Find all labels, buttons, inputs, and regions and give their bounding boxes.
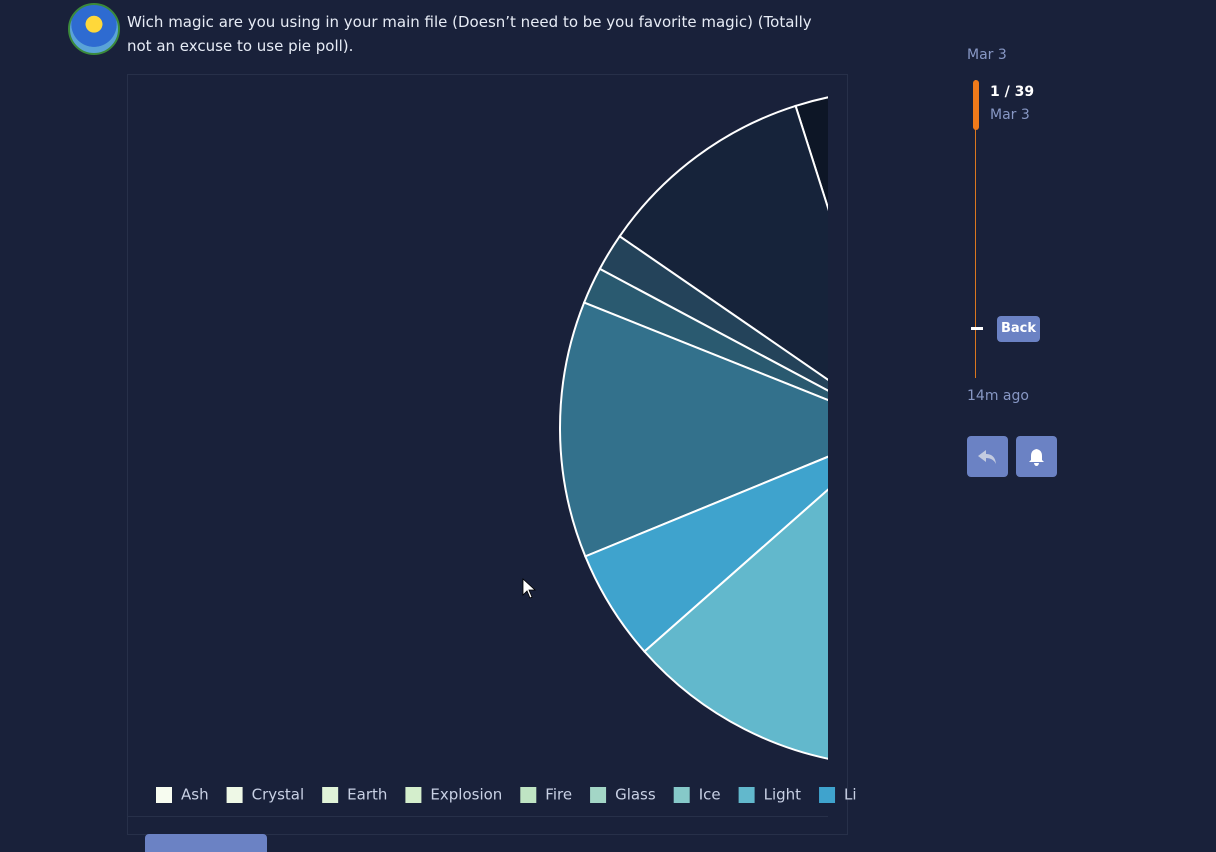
chart-frame: [127, 74, 848, 835]
bell-icon: [1029, 449, 1044, 466]
legend-label: Li: [844, 786, 857, 804]
timeline-marker: [971, 327, 983, 330]
timeline-start[interactable]: Mar 3: [967, 47, 1007, 63]
timeline-position: 1 / 39: [990, 84, 1035, 100]
notify-button[interactable]: [1016, 436, 1057, 477]
legend-label: Ice: [699, 786, 721, 804]
reply-icon: [978, 450, 996, 464]
post-text: Wich magic are you using in your main fi…: [127, 13, 812, 55]
legend-label: Glass: [615, 786, 656, 804]
legend-label: Explosion: [430, 786, 502, 804]
legend-swatch: [819, 787, 836, 803]
pie-slice: [643, 488, 828, 760]
cursor: [522, 578, 537, 599]
legend-swatch: [405, 787, 422, 803]
timeline-date: Mar 3: [990, 107, 1030, 123]
reply-button[interactable]: [967, 436, 1008, 477]
legend-swatch: [590, 787, 607, 803]
legend-label: Crystal: [252, 786, 305, 804]
legend-swatch: [226, 787, 243, 803]
legend-swatch: [520, 787, 537, 803]
show-more-button[interactable]: [145, 834, 267, 852]
legend-label: Ash: [181, 786, 209, 804]
back-button[interactable]: Back: [997, 316, 1040, 342]
pie-slice: [559, 301, 828, 558]
timeline-track: [975, 80, 976, 378]
timeline-end[interactable]: 14m ago: [967, 388, 1029, 404]
legend-swatch: [156, 787, 172, 803]
pie-slice: [618, 104, 828, 381]
legend-swatch: [673, 787, 690, 803]
pie: [559, 96, 828, 760]
legend-label: Earth: [347, 786, 387, 804]
legend: Ash Crystal Earth Explosion Fire Glass Ice Ligh…: [156, 786, 857, 804]
avatar[interactable]: [68, 3, 120, 55]
legend-label: Fire: [545, 786, 572, 804]
legend-swatch: [738, 787, 755, 803]
legend-label: Light: [764, 786, 802, 804]
timeline-handle[interactable]: [973, 80, 979, 130]
legend-swatch: [322, 787, 339, 803]
